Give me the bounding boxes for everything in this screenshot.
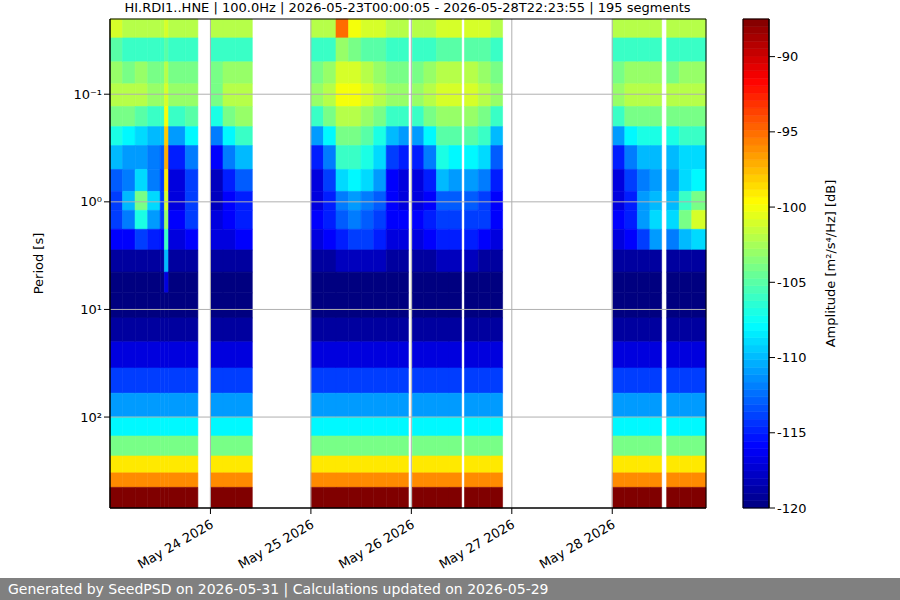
svg-text:10¹: 10¹ bbox=[80, 302, 102, 317]
svg-text:May 27 2026: May 27 2026 bbox=[436, 517, 517, 572]
svg-text:10⁻¹: 10⁻¹ bbox=[73, 87, 102, 102]
svg-text:10²: 10² bbox=[80, 410, 102, 425]
svg-text:May 25 2026: May 25 2026 bbox=[235, 517, 316, 572]
html-text:Generated by SeedPSD on 2026-0: Generated by SeedPSD on 2026-05-31 | Cal… bbox=[8, 581, 549, 597]
svg-text:10⁰: 10⁰ bbox=[80, 194, 102, 209]
svg-text:May 26 2026: May 26 2026 bbox=[336, 517, 417, 572]
svg-text:Amplitude [m²/s⁴/Hz] [dB]: Amplitude [m²/s⁴/Hz] [dB] bbox=[823, 180, 838, 348]
svg-text:May 24 2026: May 24 2026 bbox=[135, 517, 216, 572]
svg-text:-90: -90 bbox=[777, 49, 798, 64]
svg-text:-100: -100 bbox=[777, 200, 807, 215]
html-text:HI.RDI1..HNE | 100.0Hz | 2026-: HI.RDI1..HNE | 100.0Hz | 2026-05-23T00:0… bbox=[124, 0, 691, 15]
svg-text:-95: -95 bbox=[777, 124, 798, 139]
svg-text:May 28 2026: May 28 2026 bbox=[537, 517, 618, 572]
svg-text:-110: -110 bbox=[777, 350, 807, 365]
svg-text:-115: -115 bbox=[777, 425, 807, 440]
svg-text:-120: -120 bbox=[777, 501, 807, 516]
svg-text:Period [s]: Period [s] bbox=[31, 233, 46, 295]
svg-text:-105: -105 bbox=[777, 275, 807, 290]
